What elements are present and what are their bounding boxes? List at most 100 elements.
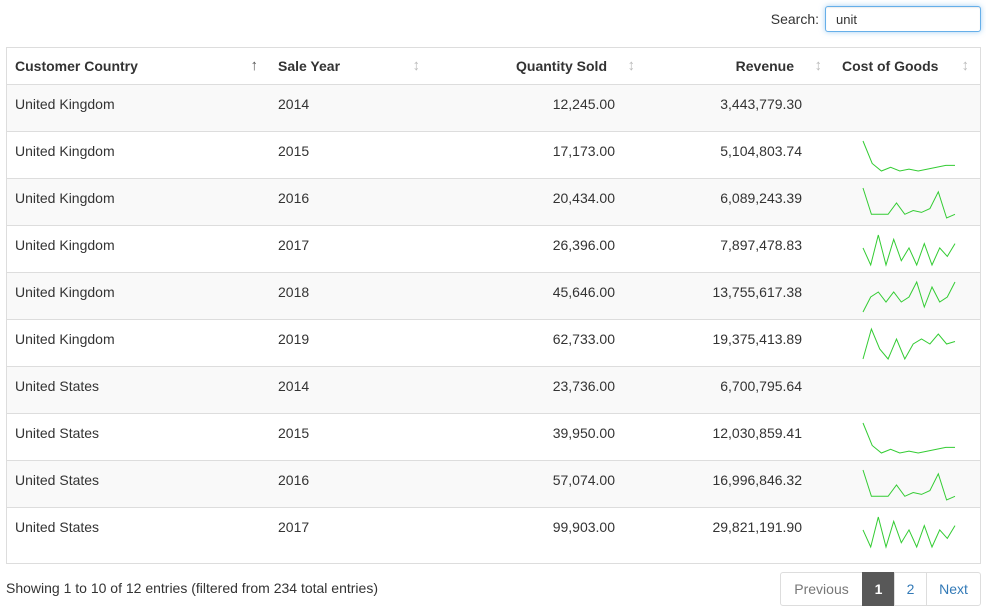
- cell-quantity: 12,245.00: [432, 83, 647, 131]
- cell-year: 2019: [270, 318, 432, 366]
- column-label: Revenue: [735, 57, 794, 74]
- cell-year: 2017: [270, 506, 432, 554]
- cell-revenue: 12,030,859.41: [647, 412, 834, 460]
- cell-year: 2017: [270, 224, 432, 272]
- cell-quantity: 57,074.00: [432, 459, 647, 507]
- sparkline-chart: [862, 469, 956, 501]
- cell-country: United States: [7, 412, 270, 460]
- cell-cost-sparkline: [834, 365, 980, 413]
- cell-cost-sparkline: [834, 506, 980, 554]
- sparkline-line: [862, 326, 956, 360]
- cell-revenue: 6,089,243.39: [647, 177, 834, 225]
- column-header-customer-country[interactable]: Customer Country ↑: [7, 48, 270, 85]
- cell-cost-sparkline: [834, 459, 980, 507]
- cell-cost-sparkline: [834, 83, 980, 131]
- cell-country: United Kingdom: [7, 177, 270, 225]
- sparkline-line: [862, 280, 956, 312]
- table-row: United States 2014 23,736.00 6,700,795.64: [7, 365, 980, 413]
- column-header-revenue[interactable]: Revenue ↕: [647, 48, 834, 85]
- search-input[interactable]: [825, 6, 981, 32]
- table-row: United Kingdom 2015 17,173.00 5,104,803.74: [7, 130, 980, 178]
- sparkline-chart: [862, 326, 956, 360]
- sparkline-line: [862, 187, 956, 219]
- column-header-sale-year[interactable]: Sale Year ↕: [270, 48, 432, 85]
- cell-country: United States: [7, 365, 270, 413]
- table-row: United States 2017 99,903.00 29,821,191.90: [7, 506, 980, 554]
- sparkline-line: [862, 516, 956, 549]
- cell-country: United Kingdom: [7, 271, 270, 319]
- cell-country: United Kingdom: [7, 83, 270, 131]
- sparkline-line: [862, 469, 956, 501]
- column-label: Customer Country: [15, 57, 138, 74]
- cell-cost-sparkline: [834, 130, 980, 178]
- sparkline-chart: [862, 234, 956, 267]
- cell-quantity: 17,173.00: [432, 130, 647, 178]
- cell-country: United Kingdom: [7, 130, 270, 178]
- page-2-button[interactable]: 2: [894, 572, 927, 606]
- sparkline-line: [862, 140, 955, 172]
- sparkline-line: [862, 422, 955, 454]
- sparkline-chart: [862, 187, 956, 219]
- cell-quantity: 62,733.00: [432, 318, 647, 366]
- sort-both-icon: ↕: [412, 57, 421, 74]
- cell-quantity: 45,646.00: [432, 271, 647, 319]
- search-label: Search:: [770, 11, 819, 27]
- pagination: Previous 1 2 Next: [780, 572, 981, 606]
- cell-cost-sparkline: [834, 271, 980, 319]
- cell-quantity: 20,434.00: [432, 177, 647, 225]
- next-page-button[interactable]: Next: [926, 572, 981, 606]
- cell-year: 2018: [270, 271, 432, 319]
- cell-revenue: 16,996,846.32: [647, 459, 834, 507]
- table-header-row: Customer Country ↑ Sale Year ↕ Quantity So…: [7, 48, 980, 85]
- sparkline-chart: [862, 422, 955, 454]
- cell-country: United States: [7, 506, 270, 554]
- cell-year: 2016: [270, 177, 432, 225]
- cell-quantity: 26,396.00: [432, 224, 647, 272]
- cell-cost-sparkline: [834, 224, 980, 272]
- sort-both-icon: ↕: [627, 57, 636, 74]
- table-row: United Kingdom 2014 12,245.00 3,443,779.30: [7, 83, 980, 131]
- table-row: United States 2015 39,950.00 12,030,859.41: [7, 412, 980, 460]
- column-header-cost-of-goods[interactable]: Cost of Goods ↕: [834, 48, 980, 85]
- table-info: Showing 1 to 10 of 12 entries (filtered …: [6, 580, 378, 596]
- cell-year: 2014: [270, 365, 432, 413]
- table-row: United Kingdom 2016 20,434.00 6,089,243.39: [7, 177, 980, 225]
- cell-year: 2016: [270, 459, 432, 507]
- cell-cost-sparkline: [834, 177, 980, 225]
- search-area: Search:: [771, 6, 981, 32]
- cell-cost-sparkline: [834, 412, 980, 460]
- data-table: Customer Country ↑ Sale Year ↕ Quantity So…: [6, 47, 981, 564]
- column-label: Quantity Sold: [516, 57, 607, 74]
- cell-quantity: 39,950.00: [432, 412, 647, 460]
- cell-revenue: 3,443,779.30: [647, 83, 834, 131]
- cell-revenue: 7,897,478.83: [647, 224, 834, 272]
- page-1-button[interactable]: 1: [862, 572, 895, 606]
- cell-revenue: 13,755,617.38: [647, 271, 834, 319]
- table-row: United Kingdom 2017 26,396.00 7,897,478.83: [7, 224, 980, 272]
- cell-cost-sparkline: [834, 318, 980, 366]
- cell-revenue: 19,375,413.89: [647, 318, 834, 366]
- cell-quantity: 23,736.00: [432, 365, 647, 413]
- sort-both-icon: ↕: [814, 57, 823, 74]
- column-header-quantity-sold[interactable]: Quantity Sold ↕: [432, 48, 647, 85]
- sparkline-chart: [862, 516, 956, 549]
- cell-country: United Kingdom: [7, 318, 270, 366]
- table-row: United Kingdom 2019 62,733.00 19,375,413.89: [7, 318, 980, 366]
- cell-quantity: 99,903.00: [432, 506, 647, 554]
- column-label: Sale Year: [278, 57, 341, 74]
- cell-year: 2014: [270, 83, 432, 131]
- cell-country: United Kingdom: [7, 224, 270, 272]
- previous-page-button[interactable]: Previous: [780, 572, 863, 606]
- sparkline-line: [862, 234, 956, 267]
- cell-year: 2015: [270, 412, 432, 460]
- cell-revenue: 5,104,803.74: [647, 130, 834, 178]
- table-row: United States 2016 57,074.00 16,996,846.32: [7, 459, 980, 507]
- sort-both-icon: ↕: [961, 57, 970, 74]
- column-label: Cost of Goods: [842, 57, 939, 74]
- cell-country: United States: [7, 459, 270, 507]
- sort-ascending-icon: ↑: [250, 57, 259, 74]
- table-row: United Kingdom 2018 45,646.00 13,755,617.38: [7, 271, 980, 319]
- sparkline-chart: [862, 280, 956, 312]
- cell-revenue: 29,821,191.90: [647, 506, 834, 554]
- cell-revenue: 6,700,795.64: [647, 365, 834, 413]
